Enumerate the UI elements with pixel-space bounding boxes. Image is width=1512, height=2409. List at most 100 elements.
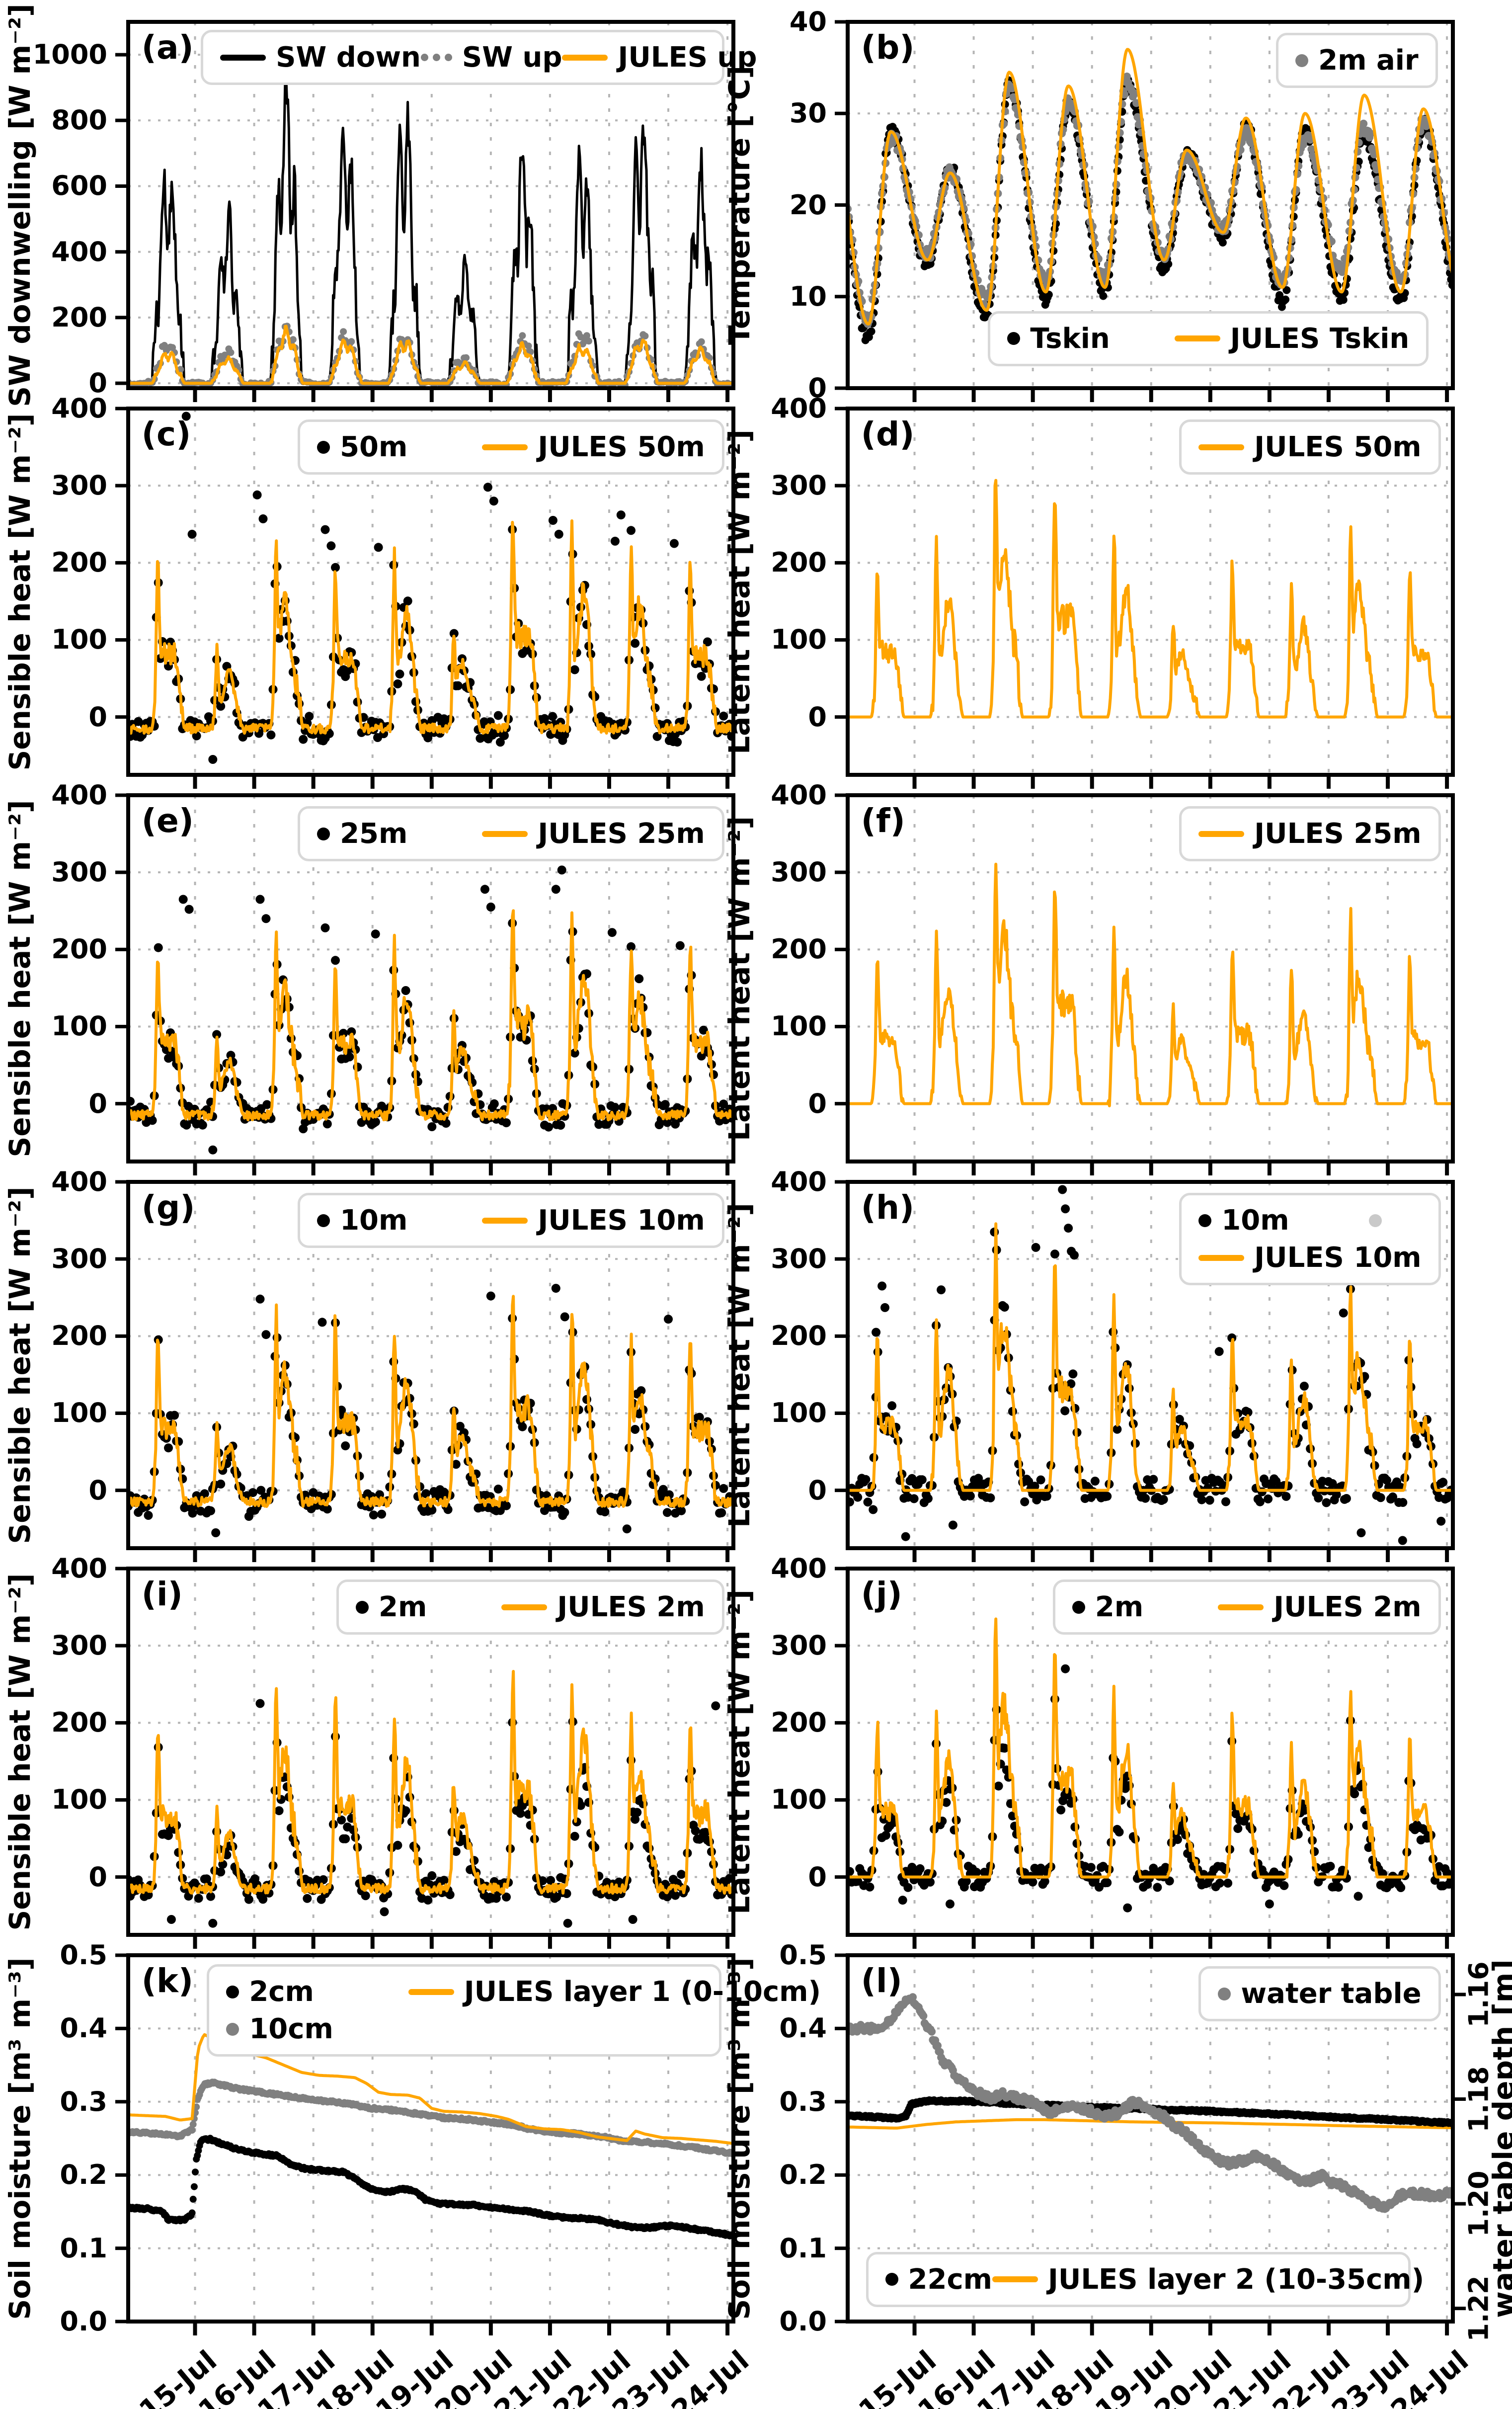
- series-point: [1438, 1478, 1448, 1487]
- legend: 25m JULES 25m: [298, 806, 724, 862]
- series-line-jules-tskin: [848, 48, 1453, 326]
- legend-dot-marker: [317, 440, 330, 454]
- legend-label: JULES 50m: [1254, 431, 1422, 464]
- series-point: [1068, 1369, 1078, 1379]
- series-point: [917, 1475, 927, 1485]
- series-outlier-point: [1436, 1516, 1446, 1526]
- y-axis-label: Soil moisture [m³ m⁻³]: [3, 1957, 37, 2320]
- y-tick-label: 300: [51, 856, 107, 888]
- series-point: [519, 332, 526, 339]
- series-point: [861, 1475, 871, 1484]
- series-point: [1056, 1805, 1066, 1815]
- series-outlier-point: [255, 895, 265, 904]
- series-point: [719, 711, 728, 721]
- series-point: [266, 730, 276, 740]
- series-point: [1255, 1497, 1265, 1506]
- series-outlier-point: [610, 536, 620, 546]
- y-tick-label: 0: [88, 701, 107, 733]
- series-point: [1221, 1497, 1230, 1506]
- series-point: [1326, 1862, 1335, 1871]
- series-outlier-point: [628, 1915, 637, 1924]
- y-axis-label: Latent heat [W m⁻²]: [722, 1589, 756, 1914]
- series-line-jules-25m: [128, 909, 733, 1122]
- legend-item: JULES up: [562, 41, 757, 74]
- legend: 50m JULES 50m: [298, 419, 724, 475]
- series-point: [1314, 1494, 1323, 1503]
- legend-label: JULES 2m: [557, 1591, 705, 1624]
- series-point: [1020, 1497, 1030, 1506]
- series-point: [1299, 1382, 1309, 1391]
- series-point: [865, 1882, 875, 1892]
- series-point: [576, 1801, 585, 1810]
- y-tick-label: 400: [51, 236, 107, 267]
- series-point: [662, 1508, 672, 1517]
- y-tick-label: 300: [771, 856, 827, 888]
- series-outlier-point: [371, 929, 380, 939]
- y-tick-label: 100: [771, 1397, 827, 1429]
- panel-letter-h: (h): [861, 1188, 915, 1227]
- series-point: [216, 702, 226, 711]
- series-point: [725, 1874, 733, 1883]
- series-point: [1040, 1877, 1049, 1886]
- y-tick-label: 0: [808, 1474, 827, 1506]
- y-tick-label: 100: [771, 624, 827, 656]
- y-axis-label: Latent heat [W m⁻²]: [722, 816, 756, 1141]
- legend: 2m air: [1276, 33, 1438, 88]
- legend-line-marker: [220, 54, 266, 61]
- y-tick-label: 0.5: [60, 1939, 107, 1971]
- series-point: [401, 986, 410, 995]
- series-point: [585, 337, 592, 345]
- series-outlier-point: [1265, 1899, 1274, 1909]
- series-point: [341, 1834, 350, 1843]
- series-point: [867, 327, 875, 335]
- series-point: [909, 1494, 919, 1503]
- series-point: [1050, 1249, 1059, 1259]
- series-outlier-point: [675, 941, 685, 950]
- series-point: [493, 711, 503, 720]
- series-point: [345, 1052, 354, 1062]
- series-point: [348, 338, 355, 345]
- series-point: [583, 332, 590, 339]
- series-point: [1165, 1876, 1174, 1886]
- series-point: [451, 1460, 461, 1469]
- series-outlier-point: [1339, 1308, 1348, 1318]
- series-point: [170, 1411, 179, 1420]
- y-tick-label: 0: [88, 367, 107, 399]
- series-point: [148, 1116, 157, 1125]
- y-tick-label: 100: [771, 1784, 827, 1816]
- series-outlier-point: [258, 514, 268, 523]
- series-point: [660, 1100, 670, 1109]
- series-point: [677, 1870, 686, 1879]
- legend-item: JULES 25m: [482, 818, 705, 850]
- y-tick-label: 100: [51, 624, 107, 656]
- series-point: [340, 328, 347, 335]
- series-outlier-point: [548, 516, 557, 525]
- series-point: [631, 1815, 640, 1824]
- legend: 10m JULES 10m: [1179, 1193, 1441, 1286]
- panel-letter-i: (i): [141, 1575, 183, 1614]
- panel-letter-k: (k): [141, 1962, 194, 2000]
- legend-item: 25m: [317, 818, 407, 850]
- series-point: [495, 738, 505, 747]
- series-outlier-point: [480, 885, 489, 894]
- series-point: [289, 336, 297, 343]
- series-point: [226, 1051, 236, 1060]
- series-point: [1299, 1806, 1309, 1815]
- series-point: [633, 1808, 642, 1817]
- y-tick-label: 200: [51, 301, 107, 333]
- series-point: [439, 1876, 449, 1885]
- y-tick-label: 100: [51, 1784, 107, 1816]
- series-point: [518, 1422, 527, 1431]
- y-tick-label: 400: [771, 1166, 827, 1197]
- y-axis-label: Latent heat [W m⁻²]: [722, 429, 756, 754]
- series-point: [1113, 1424, 1122, 1434]
- series-point: [641, 332, 649, 340]
- y-tick-label: 30: [789, 97, 827, 129]
- series-point: [691, 1826, 700, 1835]
- legend: 2m JULES 2m: [336, 1579, 724, 1635]
- series-point: [1442, 1868, 1452, 1878]
- series-point: [248, 1488, 257, 1497]
- series-point: [262, 1100, 272, 1109]
- series-line-jules-layer-2-(10-35cm): [848, 2118, 1453, 2130]
- series-point: [698, 338, 705, 345]
